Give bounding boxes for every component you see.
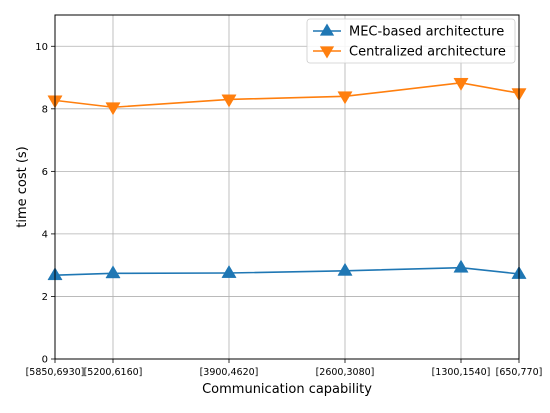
y-axis-title: time cost (s) bbox=[15, 146, 30, 228]
y-tick-label: 6 bbox=[42, 167, 48, 178]
legend-label: MEC-based architecture bbox=[349, 25, 504, 40]
y-tick-label: 8 bbox=[42, 104, 48, 115]
y-tick-label: 10 bbox=[35, 42, 48, 53]
y-tick-label: 4 bbox=[42, 229, 48, 240]
data-point-triangle-up bbox=[221, 265, 237, 278]
legend-label: Centralized architecture bbox=[349, 45, 506, 60]
data-point-triangle-down bbox=[221, 94, 237, 108]
legend-box bbox=[306, 18, 516, 64]
x-tick-label: [650,770] bbox=[496, 367, 543, 378]
x-tick-label: [3900,4620] bbox=[200, 367, 259, 378]
y-tick-label: 0 bbox=[42, 355, 48, 366]
legend-triangle-down-icon bbox=[319, 46, 335, 59]
axes: [5850,6930] [5200,6160] [3900,4620] [2600,3… bbox=[26, 42, 543, 378]
x-tick-label: [5200,6160] bbox=[84, 367, 143, 378]
series-group bbox=[47, 77, 527, 281]
series-line bbox=[54, 82, 520, 109]
data-point-triangle-down bbox=[105, 102, 121, 116]
data-point-triangle-up bbox=[105, 265, 121, 279]
x-axis-title: Communication capability bbox=[202, 382, 372, 397]
x-tick-label: [1300,1540] bbox=[432, 367, 491, 378]
x-tick-label: [5850,6930] bbox=[26, 367, 85, 378]
legend-item-2: Centralized architecture bbox=[313, 45, 506, 60]
grid bbox=[54, 15, 520, 360]
data-point-triangle-up bbox=[337, 262, 353, 276]
y-tick-label: 2 bbox=[42, 292, 48, 303]
series-line bbox=[54, 266, 520, 276]
legend-item-1: MEC-based architecture bbox=[313, 23, 504, 40]
data-point-triangle-down bbox=[453, 77, 469, 91]
series-1 bbox=[47, 259, 527, 281]
legend-triangle-up-icon bbox=[319, 23, 335, 36]
data-point-triangle-up bbox=[453, 259, 469, 273]
data-point-triangle-down bbox=[337, 91, 353, 105]
plot-area-border bbox=[54, 14, 520, 360]
x-tick-label: [2600,3080] bbox=[316, 367, 375, 378]
series-2 bbox=[47, 77, 527, 116]
legend: MEC-based architecture Centralized archit… bbox=[306, 18, 516, 64]
